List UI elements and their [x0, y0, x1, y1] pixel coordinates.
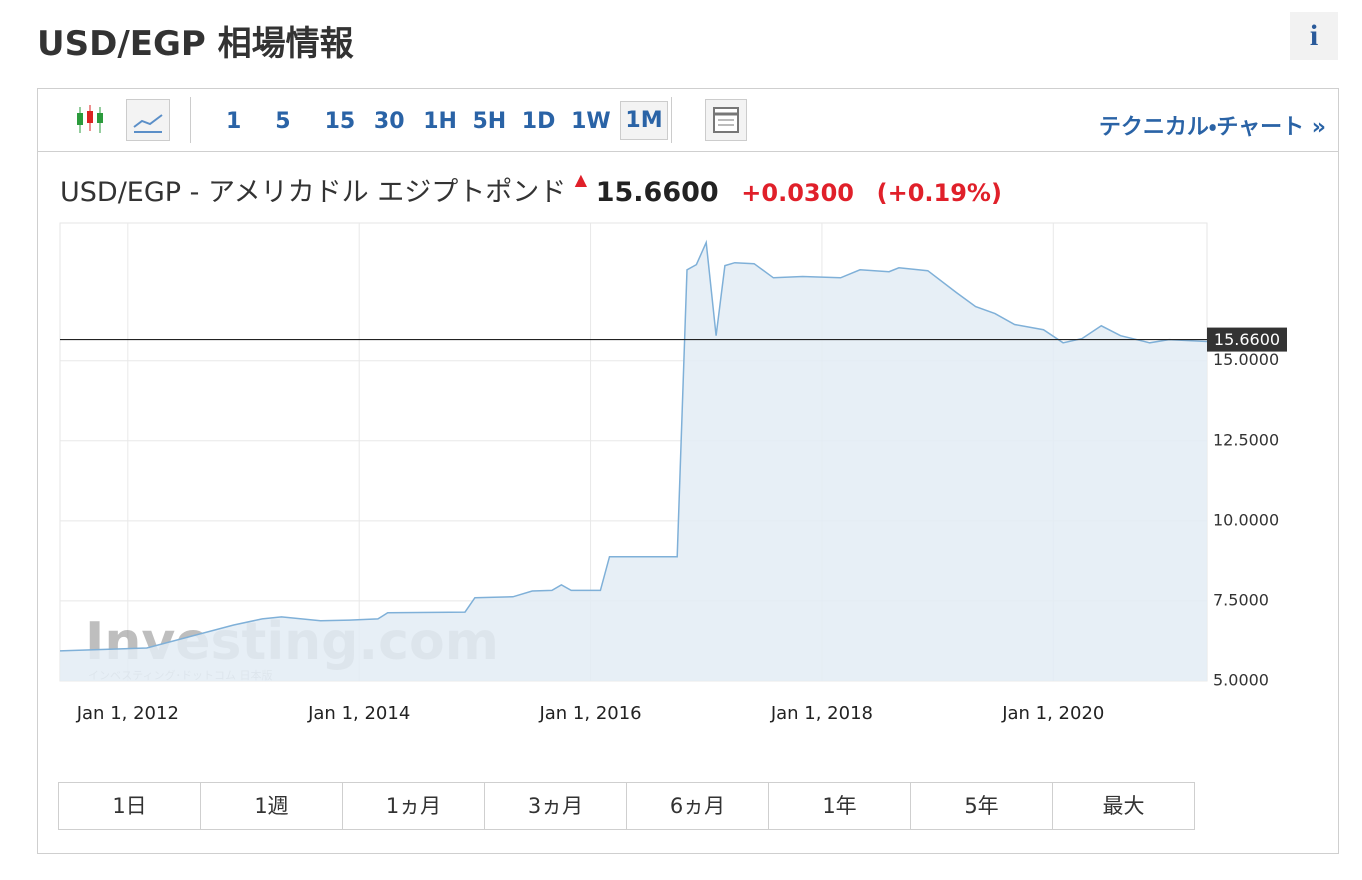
quote: USD/EGP - アメリカドル エジプトポンド ▲ 15.6600 +0.03…: [60, 170, 1002, 209]
info-button[interactable]: i: [1290, 12, 1338, 60]
change: +0.0300: [741, 179, 855, 207]
range-button[interactable]: 最大: [1052, 782, 1195, 830]
interval-button[interactable]: 5H: [472, 109, 507, 134]
page-title: USD/EGP 相場情報: [37, 24, 354, 64]
technical-chart-link[interactable]: テクニカル・チャート »: [1098, 115, 1326, 140]
interval-button[interactable]: 1: [226, 109, 242, 134]
y-tick-label: 10.0000: [1213, 510, 1279, 529]
interval-button[interactable]: 1M: [620, 101, 668, 140]
x-tick-label: Jan 1, 2016: [538, 703, 641, 724]
y-tick-label: 12.5000: [1213, 430, 1279, 449]
interval-button[interactable]: 15: [324, 109, 356, 134]
range-button[interactable]: 1ヵ月: [342, 782, 485, 830]
range-button[interactable]: 1週: [200, 782, 343, 830]
separator: [190, 97, 191, 143]
line-chart-button[interactable]: [126, 99, 170, 141]
price-line-series: [59, 239, 1208, 652]
instrument-name: USD/EGP - アメリカドル エジプトポンド: [60, 177, 567, 208]
range-button[interactable]: 1年: [768, 782, 911, 830]
layout-button[interactable]: [705, 99, 747, 141]
area-fill: [60, 242, 1207, 681]
y-tick-label: 5.0000: [1213, 671, 1269, 690]
price: 15.6600: [595, 177, 719, 208]
x-tick-label: Jan 1, 2020: [1001, 703, 1104, 724]
interval-button[interactable]: 5: [275, 109, 291, 134]
candlestick-button[interactable]: [74, 103, 108, 137]
interval-button[interactable]: 1D: [521, 109, 556, 134]
chart: 5.0000 7.5000 10.0000 12.5000 15.0000 Jan 1, …: [59, 222, 1287, 724]
range-button[interactable]: 5年: [910, 782, 1053, 830]
widget-frame: [37, 88, 1339, 854]
interval-button[interactable]: 30: [373, 109, 405, 134]
y-tick-label: 7.5000: [1213, 590, 1269, 609]
interval-button[interactable]: 1W: [571, 109, 611, 134]
toolbar: 1 5 15 30 1H 5H 1D 1W 1M テクニカル・チャート »: [38, 89, 1338, 152]
x-tick-label: Jan 1, 2012: [76, 703, 179, 724]
x-tick-label: Jan 1, 2018: [770, 703, 873, 724]
current-price-label: 15.6600: [1214, 330, 1280, 349]
y-tick-label: 15.0000: [1213, 350, 1279, 369]
x-tick-label: Jan 1, 2014: [307, 703, 410, 724]
separator: [671, 97, 672, 143]
range-button[interactable]: 6ヵ月: [626, 782, 769, 830]
change-percent: (+0.19%): [876, 179, 1002, 207]
range-button[interactable]: 3ヵ月: [484, 782, 627, 830]
up-arrow: ▲: [574, 170, 588, 189]
range-button[interactable]: 1日: [58, 782, 201, 830]
range-group: 1日 1週 1ヵ月 3ヵ月 6ヵ月 1年 5年 最大: [58, 782, 1195, 830]
current-price-tag: [1207, 327, 1287, 352]
interval-button[interactable]: 1H: [423, 109, 457, 134]
